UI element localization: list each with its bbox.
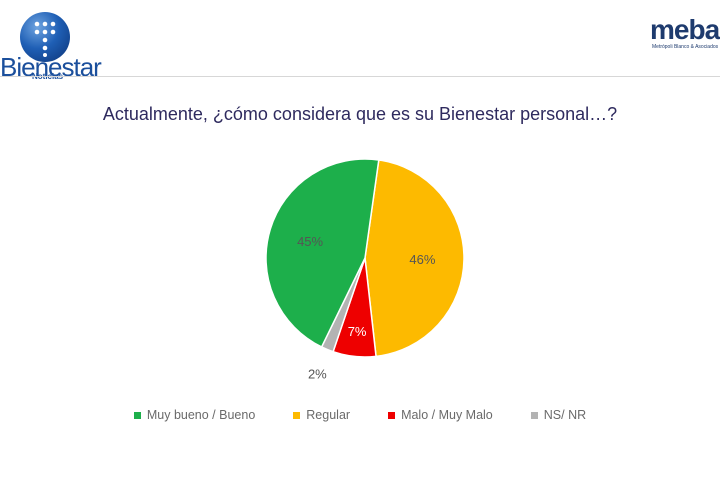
legend-swatch (530, 411, 538, 419)
legend-label: Muy bueno / Bueno (146, 408, 256, 422)
header: Bienestar Noticias meba Metrópoli Blanco… (0, 0, 720, 82)
legend-label: Malo / Muy Malo (401, 408, 493, 422)
legend-swatch (133, 411, 141, 419)
logo-wordmark: Bienestar (0, 52, 102, 82)
pie-slice-muy-bueno-bueno (265, 158, 380, 348)
slice-data-label: 2% (308, 367, 327, 382)
meba-logo[interactable]: meba Metrópoli Blanco & Asociados (650, 14, 720, 64)
globe-icon (20, 12, 70, 62)
slice-data-label: 7% (348, 324, 367, 339)
legend-label: NS/ NR (543, 408, 587, 422)
meba-wordmark: meba (650, 14, 720, 45)
legend-item-ns-nr: NS/ NR (530, 408, 587, 422)
legend-swatch (388, 411, 396, 419)
dot-grid-icon (34, 21, 56, 57)
slice-data-label: 46% (409, 252, 435, 267)
slice-data-label: 45% (297, 234, 323, 249)
chart-title: Actualmente, ¿cómo considera que es su B… (102, 104, 618, 124)
legend-label: Regular (306, 408, 351, 422)
header-divider (0, 76, 720, 77)
legend-swatch (293, 411, 301, 419)
pie-slice-regular (364, 159, 465, 358)
legend-item-muy-bueno: Muy bueno / Bueno (133, 408, 256, 422)
meba-subtitle: Metrópoli Blanco & Asociados (652, 44, 719, 50)
legend-item-malo: Malo / Muy Malo (388, 408, 493, 422)
chart-legend: Muy bueno / Bueno Regular Malo / Muy Mal… (0, 408, 720, 422)
legend-item-regular: Regular (293, 408, 350, 422)
